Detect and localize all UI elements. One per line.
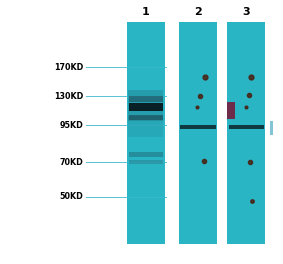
Bar <box>128 90 164 121</box>
Text: 50KD: 50KD <box>60 192 83 201</box>
Bar <box>227 22 265 244</box>
Text: 170KD: 170KD <box>54 63 83 72</box>
Text: 95KD: 95KD <box>60 121 83 130</box>
Bar <box>227 102 235 119</box>
Bar <box>127 22 165 244</box>
Text: 70KD: 70KD <box>60 158 83 167</box>
Text: 2: 2 <box>194 7 202 17</box>
Bar <box>129 152 162 157</box>
Bar <box>270 121 273 135</box>
Bar <box>129 103 162 111</box>
Bar <box>181 125 216 129</box>
Bar <box>129 115 162 120</box>
Text: 1: 1 <box>142 7 150 17</box>
Bar <box>128 116 164 137</box>
Bar <box>129 96 162 102</box>
Bar <box>129 159 162 163</box>
Text: 130KD: 130KD <box>54 92 83 101</box>
Text: 3: 3 <box>243 7 250 17</box>
Bar <box>179 22 217 244</box>
Bar <box>229 125 264 129</box>
